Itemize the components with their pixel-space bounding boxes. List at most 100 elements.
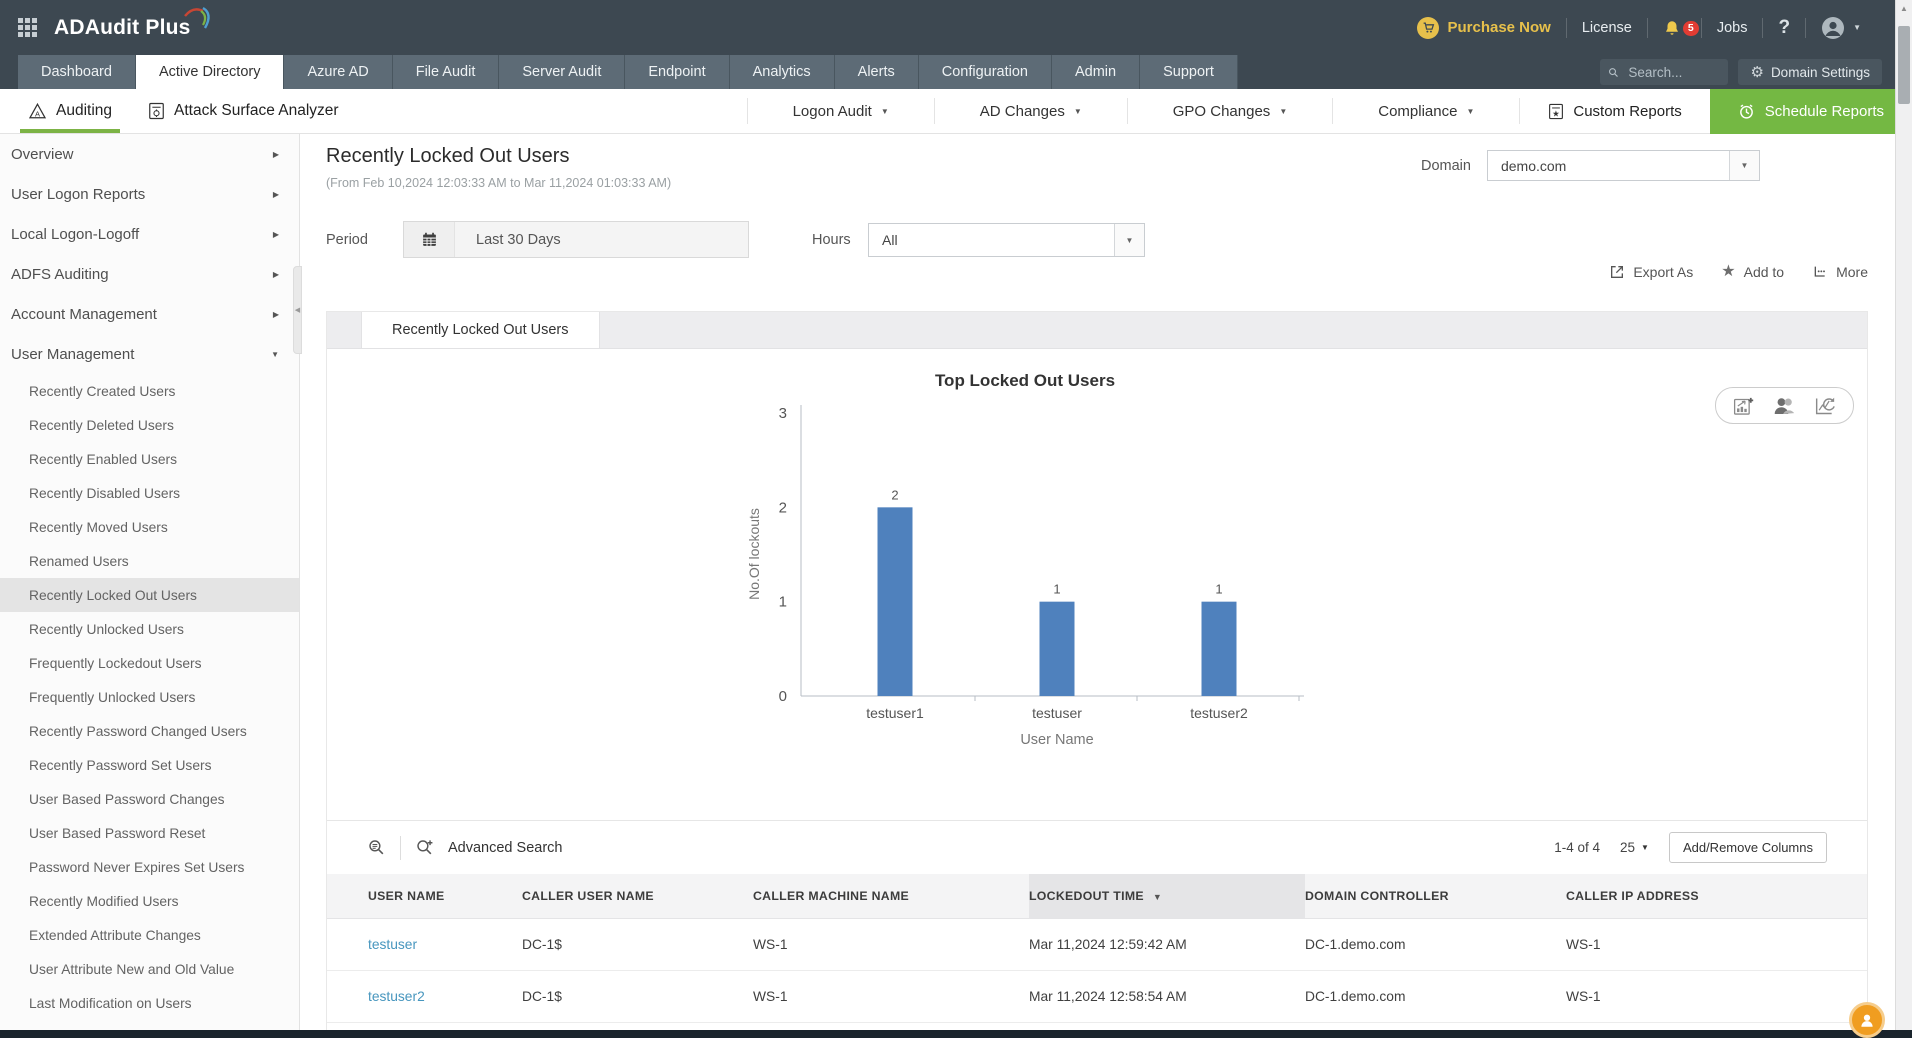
chevron-right-icon: ▶: [272, 189, 279, 199]
tab-azure-ad[interactable]: Azure AD: [284, 55, 393, 89]
tab-alerts[interactable]: Alerts: [834, 55, 919, 89]
hours-select[interactable]: All ▼: [868, 223, 1145, 257]
notifications-button[interactable]: 5: [1648, 19, 1701, 37]
schedule-reports-button[interactable]: Schedule Reports: [1709, 88, 1912, 134]
sidebar-item-last-modification-on-users[interactable]: Last Modification on Users: [29, 995, 192, 1011]
sidebar-item-overview[interactable]: Overview ▶: [0, 134, 299, 174]
sidebar-item-account-management[interactable]: Account Management ▶: [0, 294, 299, 334]
period-picker[interactable]: Last 30 Days: [403, 221, 749, 258]
sidebar-item-frequently-lockedout-users[interactable]: Frequently Lockedout Users: [29, 655, 202, 671]
page-size-select[interactable]: 25 ▼: [1620, 840, 1649, 855]
scroll-up-arrow[interactable]: ▲: [1900, 4, 1908, 13]
support-chat-bubble[interactable]: [1849, 1002, 1885, 1038]
apps-grid-icon[interactable]: [18, 17, 38, 38]
sidebar-item-local-logon-logoff[interactable]: Local Logon-Logoff ▶: [0, 214, 299, 254]
sidebar-item-recently-modified-users[interactable]: Recently Modified Users: [29, 893, 179, 909]
vertical-scrollbar[interactable]: ▲: [1895, 0, 1912, 1030]
sidebar-item-extended-attribute-changes[interactable]: Extended Attribute Changes: [29, 927, 201, 943]
top-users-icon[interactable]: [1773, 396, 1795, 415]
auditing-icon: A: [28, 102, 47, 119]
sidebar-item-adfs-auditing[interactable]: ADFS Auditing ▶: [0, 254, 299, 294]
domain-settings-button[interactable]: ⚙ Domain Settings: [1738, 59, 1882, 85]
calendar-icon[interactable]: [404, 222, 455, 257]
tab-dashboard[interactable]: Dashboard: [18, 55, 136, 89]
domain-select[interactable]: demo.com ▼: [1486, 150, 1760, 181]
tab-admin[interactable]: Admin: [1051, 55, 1141, 89]
sidebar-item-recently-locked-out-users[interactable]: Recently Locked Out Users: [0, 578, 299, 612]
sidebar-item-recently-enabled-users[interactable]: Recently Enabled Users: [29, 451, 178, 467]
svg-text:A: A: [35, 109, 40, 118]
sidebar-item-password-never-expires-set-users[interactable]: Password Never Expires Set Users: [29, 859, 245, 875]
sidebar-item-recently-disabled-users[interactable]: Recently Disabled Users: [29, 485, 181, 501]
purchase-now-button[interactable]: Purchase Now: [1402, 16, 1565, 39]
tab-endpoint[interactable]: Endpoint: [625, 55, 730, 89]
advanced-search-label[interactable]: Advanced Search: [448, 839, 563, 856]
column-search-icon[interactable]: [367, 838, 386, 857]
column-header-caller-machine-name[interactable]: CALLER MACHINE NAME: [753, 874, 1029, 919]
sort-desc-icon: ▼: [1152, 891, 1163, 902]
add-chart-icon[interactable]: [1733, 396, 1754, 416]
cart-icon: [1417, 16, 1440, 39]
tab-configuration[interactable]: Configuration: [918, 55, 1052, 89]
attack-surface-icon: [149, 102, 164, 120]
sidebar-item-frequently-unlocked-users[interactable]: Frequently Unlocked Users: [29, 689, 196, 705]
column-header-lockedout-time[interactable]: LOCKEDOUT TIME ▼: [1029, 874, 1305, 919]
tab-active-directory[interactable]: Active Directory: [135, 55, 285, 89]
table-pagination-tools: 1-4 of 4 25 ▼ Add/Remove Columns: [1554, 832, 1827, 863]
license-button[interactable]: License: [1567, 20, 1647, 36]
subnav-auditing[interactable]: A Auditing: [19, 89, 121, 133]
svg-text:1: 1: [1215, 582, 1222, 597]
user-link[interactable]: testuser: [368, 936, 418, 952]
sidebar-item-user-attribute-new-and-old-value[interactable]: User Attribute New and Old Value: [29, 961, 235, 977]
sidebar-item-recently-password-set-users[interactable]: Recently Password Set Users: [29, 757, 212, 773]
primary-nav: Dashboard Active Directory Azure AD File Au…: [0, 55, 1912, 89]
gear-icon: ⚙: [1750, 63, 1764, 81]
add-remove-columns-button[interactable]: Add/Remove Columns: [1668, 832, 1827, 863]
table-cell: testuser2: [327, 970, 522, 1023]
tab-file-audit[interactable]: File Audit: [392, 55, 500, 89]
more-button[interactable]: More: [1812, 264, 1868, 280]
sidebar-item-recently-created-users[interactable]: Recently Created Users: [29, 383, 176, 399]
svg-text:testuser: testuser: [1032, 705, 1082, 721]
scrollbar-thumb[interactable]: [1898, 26, 1910, 104]
divider: [1762, 17, 1764, 38]
tab-server-audit[interactable]: Server Audit: [499, 55, 626, 89]
column-header-caller-user-name[interactable]: CALLER USER NAME: [522, 874, 753, 919]
subnav-attack-surface-analyzer[interactable]: Attack Surface Analyzer: [148, 89, 339, 133]
star-icon: ★: [1721, 263, 1736, 280]
export-as-button[interactable]: Export As: [1609, 264, 1693, 280]
sidebar-item-user-based-password-changes[interactable]: User Based Password Changes: [29, 791, 225, 807]
sidebar-collapse-handle[interactable]: ◀: [293, 266, 302, 354]
sidebar-item-recently-moved-users[interactable]: Recently Moved Users: [29, 519, 168, 535]
help-button[interactable]: ?: [1763, 17, 1805, 39]
tab-analytics[interactable]: Analytics: [729, 55, 835, 89]
subnav-dropdown-gpo-changes[interactable]: GPO Changes ▼: [1126, 98, 1332, 124]
table-search-tools: Advanced Search: [367, 835, 563, 860]
sidebar-item-renamed-users[interactable]: Renamed Users: [29, 553, 129, 569]
chevron-down-icon: ▼: [1641, 843, 1649, 852]
search-input[interactable]: [1626, 63, 1721, 81]
global-search[interactable]: [1600, 59, 1729, 85]
column-header-caller-ip-address[interactable]: CALLER IP ADDRESS: [1566, 874, 1867, 919]
sidebar-item-recently-password-changed-users[interactable]: Recently Password Changed Users: [29, 723, 247, 739]
subnav-dropdown-logon-audit[interactable]: Logon Audit ▼: [746, 98, 934, 124]
tab-support[interactable]: Support: [1140, 55, 1238, 89]
chart-refresh-icon[interactable]: [1814, 396, 1836, 416]
user-link[interactable]: testuser2: [368, 988, 425, 1004]
sidebar-item-user-logon-reports[interactable]: User Logon Reports ▶: [0, 174, 299, 214]
add-to-button[interactable]: ★ Add to: [1721, 263, 1784, 281]
sidebar-item-user-management[interactable]: User Management ▼: [0, 334, 299, 374]
subnav-dropdown-compliance[interactable]: Compliance ▼: [1332, 98, 1519, 124]
sidebar-item-recently-unlocked-users[interactable]: Recently Unlocked Users: [29, 621, 184, 637]
sidebar-item-recently-deleted-users[interactable]: Recently Deleted Users: [29, 417, 174, 433]
user-menu-button[interactable]: ▼: [1806, 16, 1876, 40]
card-tab-recently-locked-out-users[interactable]: Recently Locked Out Users: [361, 312, 600, 348]
jobs-button[interactable]: Jobs: [1702, 20, 1763, 36]
custom-reports-button[interactable]: ★ Custom Reports: [1519, 98, 1709, 124]
advanced-search-icon[interactable]: [415, 838, 434, 857]
subnav-dropdown-ad-changes[interactable]: AD Changes ▼: [933, 98, 1127, 124]
column-header-user-name[interactable]: USER NAME: [327, 874, 522, 919]
sidebar-item-user-based-password-reset[interactable]: User Based Password Reset: [29, 825, 206, 841]
svg-text:No.Of lockouts: No.Of lockouts: [746, 508, 762, 600]
column-header-domain-controller[interactable]: DOMAIN CONTROLLER: [1305, 874, 1566, 919]
